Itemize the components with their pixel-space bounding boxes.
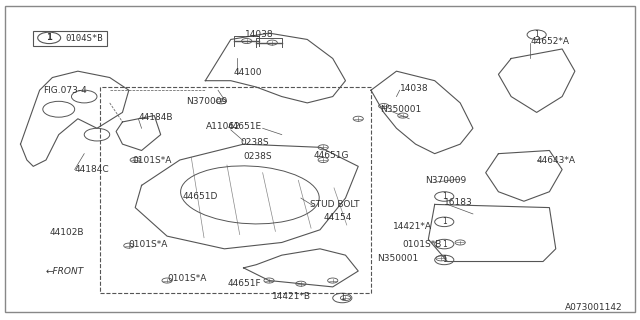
Text: 1: 1 [442, 240, 447, 249]
Text: 44100: 44100 [234, 68, 262, 77]
Text: 0101S*A: 0101S*A [132, 156, 172, 164]
Text: 44154: 44154 [323, 212, 351, 222]
Text: 44651G: 44651G [314, 151, 349, 160]
Text: N350001: N350001 [378, 254, 419, 263]
Text: 44643*A: 44643*A [537, 156, 575, 164]
Text: 44184B: 44184B [138, 113, 173, 122]
Text: STUD BOLT: STUD BOLT [310, 200, 360, 209]
Text: 44102B: 44102B [49, 228, 84, 237]
Text: 44651D: 44651D [183, 192, 218, 201]
Text: 0238S: 0238S [241, 138, 269, 147]
Text: 14038: 14038 [245, 30, 273, 39]
Text: 14421*B: 14421*B [272, 292, 311, 301]
Text: A073001142: A073001142 [565, 303, 623, 312]
Text: 1: 1 [534, 30, 539, 39]
Text: 1: 1 [340, 293, 345, 302]
Text: 1: 1 [442, 192, 447, 201]
Text: N370009: N370009 [186, 97, 227, 106]
Text: 0101S*A: 0101S*A [129, 240, 168, 249]
Text: 14038: 14038 [399, 84, 428, 93]
Text: N350001: N350001 [381, 105, 422, 114]
Text: 0104S*B: 0104S*B [65, 34, 103, 43]
Text: 14421*A: 14421*A [394, 222, 432, 231]
Text: 44652*A: 44652*A [531, 36, 570, 45]
Text: 44184C: 44184C [75, 165, 109, 174]
Text: 1: 1 [46, 33, 52, 42]
Text: 44651F: 44651F [228, 279, 261, 288]
Text: 0101S*A: 0101S*A [167, 275, 207, 284]
Text: 1: 1 [442, 217, 447, 226]
Text: 16183: 16183 [444, 198, 473, 207]
Text: 0101S*B: 0101S*B [403, 240, 442, 249]
Text: FIG.073-4: FIG.073-4 [43, 86, 86, 95]
Text: 0238S: 0238S [244, 152, 272, 161]
Text: A11062: A11062 [205, 122, 241, 131]
Text: N370009: N370009 [425, 176, 467, 185]
Text: 44651E: 44651E [228, 122, 262, 131]
Text: 1: 1 [442, 255, 447, 264]
Text: ←FRONT: ←FRONT [46, 267, 84, 276]
